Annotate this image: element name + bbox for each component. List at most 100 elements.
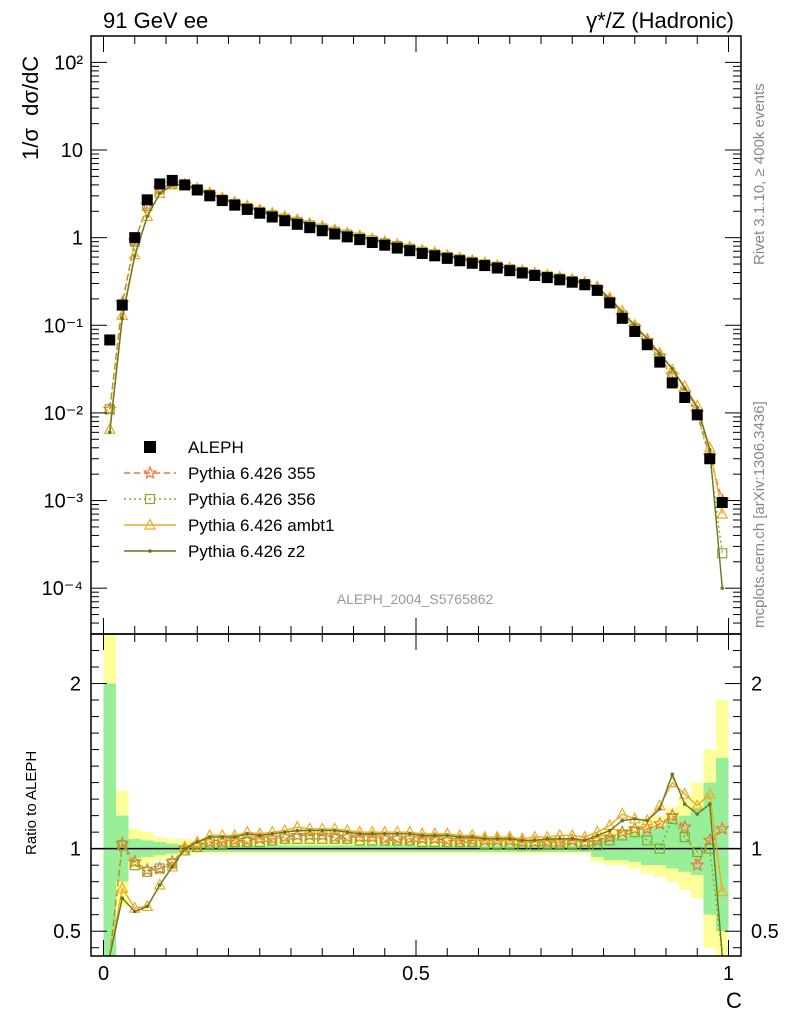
main-point-z2 (695, 405, 700, 410)
data-point-aleph (566, 276, 578, 288)
ratio-point-p355 (639, 821, 655, 835)
data-point-aleph (716, 496, 728, 508)
main-point-z2 (720, 586, 725, 590)
ratio-point-z2 (557, 836, 562, 841)
main-point-ambt1 (716, 507, 729, 519)
ratio-point-z2 (195, 840, 200, 844)
ratio-point-z2 (382, 832, 387, 836)
main-point-z2 (120, 316, 125, 321)
data-point-aleph (479, 260, 491, 272)
ratio-point-z2 (395, 832, 400, 836)
ratio-point-p355 (714, 821, 730, 835)
ratio-point-p355 (702, 832, 718, 847)
legend-marker-ambt1 (144, 518, 156, 530)
ratio-point-ambt1 (491, 830, 504, 842)
main-ytick-label: 10⁻³ (44, 491, 84, 513)
legend-marker-z2 (148, 549, 152, 553)
ratio-point-z2 (282, 830, 287, 834)
main-point-ambt1 (666, 363, 679, 375)
data-point-aleph (166, 174, 178, 186)
ratio-point-p356 (242, 836, 253, 848)
legend-label: Pythia 6.426 z2 (188, 542, 305, 561)
ratio-point-p355 (689, 857, 705, 872)
data-point-aleph (279, 215, 291, 227)
data-point-aleph (404, 245, 416, 257)
ratio-point-z2 (407, 832, 412, 836)
data-point-aleph (141, 194, 153, 206)
data-point-aleph (291, 218, 303, 230)
ratio-point-z2 (232, 835, 237, 839)
data-point-aleph (429, 250, 441, 262)
ratio-point-z2 (320, 828, 325, 833)
ratio-point-z2 (570, 836, 575, 841)
ratio-point-p356 (154, 863, 165, 874)
ratio-point-ambt1 (266, 825, 279, 837)
data-point-aleph (316, 225, 328, 237)
ratio-ytick-label-left: 2 (70, 674, 81, 696)
ratio-point-z2 (295, 828, 300, 833)
ratio-line-z2 (109, 772, 723, 957)
ratio-point-ambt1 (391, 825, 404, 837)
ratio-point-z2 (670, 772, 675, 777)
ratio-line-ambt1 (109, 781, 723, 957)
data-point-aleph (554, 274, 566, 286)
legend-label: ALEPH (188, 438, 244, 457)
ratio-point-ambt1 (228, 828, 241, 841)
ratio-point-p355 (677, 819, 693, 834)
main-point-p356 (104, 404, 115, 415)
main-point-z2 (670, 366, 675, 371)
ratio-point-p355 (127, 854, 143, 868)
data-point-aleph (154, 178, 166, 190)
ratio-point-ambt1 (678, 787, 691, 799)
legend-marker-p356 (144, 493, 156, 505)
band-green-bin (716, 757, 729, 932)
ratio-point-z2 (332, 828, 337, 833)
ratio-point-z2 (270, 832, 275, 836)
data-point-aleph (654, 356, 666, 368)
ratio-point-ambt1 (478, 830, 491, 842)
ratio-point-p356 (142, 866, 153, 877)
ratio-point-p356 (617, 830, 628, 841)
ratio-point-z2 (482, 836, 487, 841)
data-point-aleph (329, 228, 341, 240)
ratio-point-p355 (652, 816, 668, 831)
data-point-aleph (391, 242, 403, 254)
ratio-point-ambt1 (253, 827, 266, 839)
band-green-bin (628, 833, 641, 862)
ratio-point-z2 (207, 835, 212, 839)
main-point-z2 (682, 386, 687, 391)
band-green-bin (678, 815, 691, 872)
data-point-aleph (104, 334, 116, 346)
ratio-point-ambt1 (303, 822, 316, 834)
main-point-z2 (657, 352, 662, 356)
ratio-point-ambt1 (516, 831, 529, 844)
data-point-aleph (579, 279, 591, 291)
side-mcplots-label: mcplots.cern.ch [arXiv:1306.3436] (751, 401, 768, 628)
ratio-point-p356 (292, 833, 303, 844)
ratio-bands (91, 634, 741, 956)
main-series (102, 174, 730, 590)
ratio-point-z2 (507, 836, 512, 841)
ratio-point-p356 (317, 833, 328, 844)
ratio-ytick-label-right: 1 (751, 839, 762, 861)
ratio-point-z2 (345, 830, 350, 834)
data-point-aleph (116, 299, 128, 311)
x-axis-label: C (726, 988, 742, 1013)
legend-label: Pythia 6.426 ambt1 (188, 516, 334, 535)
band-green-bin (666, 820, 679, 869)
ratio-point-ambt1 (703, 787, 716, 799)
ratio-point-z2 (682, 802, 687, 806)
ratio-point-z2 (120, 896, 125, 901)
data-point-aleph (366, 237, 378, 249)
ratio-ytick-label-left: 0.5 (53, 921, 81, 943)
ratio-point-ambt1 (178, 840, 191, 852)
data-point-aleph (379, 239, 391, 251)
ratio-point-ambt1 (503, 830, 516, 842)
band-green-bin (641, 828, 654, 866)
data-point-aleph (704, 453, 716, 465)
ratio-point-p355 (614, 824, 630, 839)
ratio-point-z2 (657, 807, 662, 811)
main-ytick-label: 10⁻⁴ (42, 578, 83, 600)
ratio-point-p355 (664, 807, 680, 822)
